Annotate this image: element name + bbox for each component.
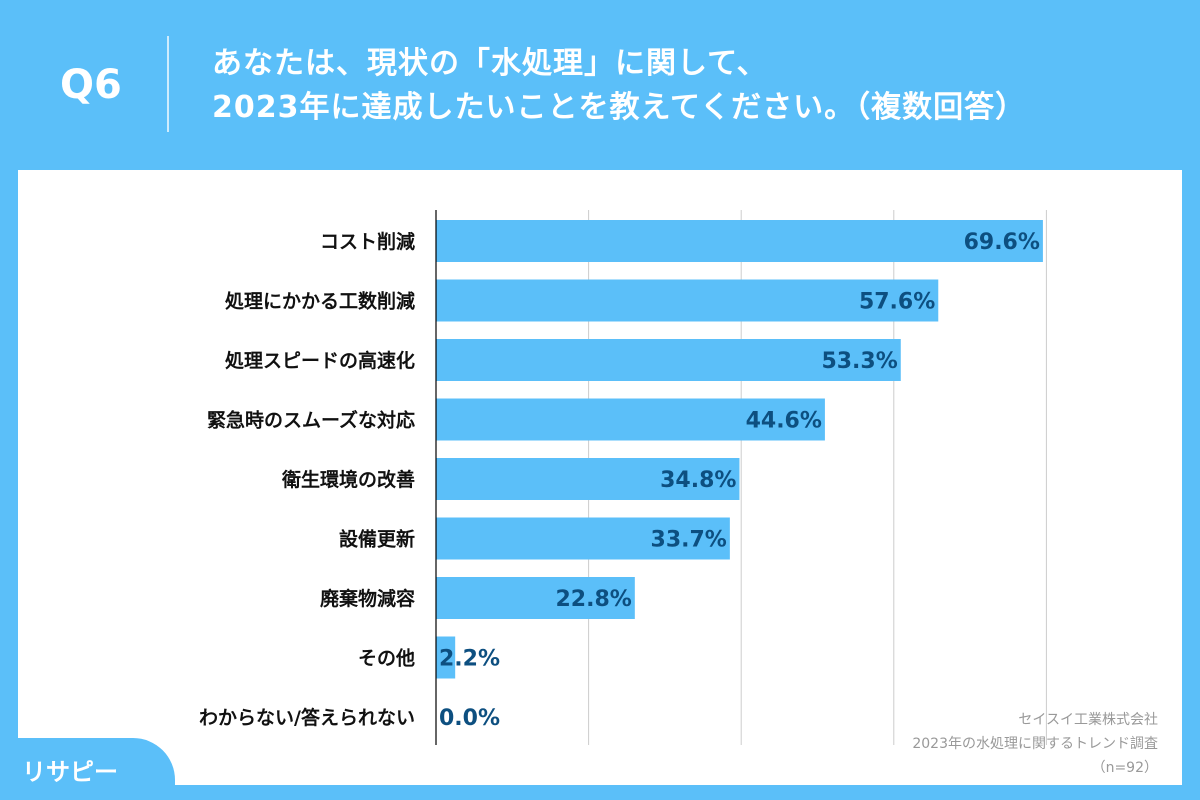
bar: [436, 220, 1043, 262]
category-label: その他: [358, 647, 415, 670]
source-survey: 2023年の水処理に関するトレンド調査: [912, 736, 1158, 752]
bar: [436, 279, 939, 322]
value-label: 57.6%: [859, 290, 935, 315]
category-label: コスト削減: [320, 230, 415, 253]
value-label: 33.7%: [651, 528, 727, 553]
logo: リサピー: [0, 738, 175, 800]
logo-text: リサピー: [22, 758, 118, 786]
source-note: セイスイ工業株式会社 2023年の水処理に関するトレンド調査 （n=92）: [912, 708, 1158, 780]
question-number: Q6: [60, 62, 122, 108]
title-line-1: あなたは、現状の「水処理」に関して、: [212, 46, 768, 81]
value-label: 44.6%: [746, 409, 822, 434]
value-label: 69.6%: [964, 230, 1040, 255]
source-company: セイスイ工業株式会社: [1018, 712, 1158, 728]
bar: [436, 517, 730, 560]
bar: [436, 577, 635, 619]
question-title: あなたは、現状の「水処理」に関して、 2023年に達成したいことを教えてください…: [212, 42, 1026, 130]
category-label: 廃棄物減容: [320, 587, 415, 610]
value-label: 34.8%: [660, 468, 736, 493]
category-label: 緊急時のスムーズな対応: [207, 409, 415, 432]
value-label: 53.3%: [821, 349, 897, 374]
category-label: わからない/答えられない: [199, 706, 415, 729]
category-label: 衛生環境の改善: [281, 468, 415, 491]
bar: [436, 339, 901, 381]
title-line-2: 2023年に達成したいことを教えてください。（複数回答）: [212, 90, 1027, 125]
category-label: 設備更新: [339, 528, 415, 551]
value-label: 2.2%: [439, 647, 500, 672]
category-label: 処理にかかる工数削減: [225, 290, 415, 313]
value-label: 22.8%: [555, 587, 631, 612]
source-sample: （n=92）: [1091, 760, 1158, 776]
bar: [436, 398, 825, 441]
header-divider: [167, 36, 169, 132]
bar: [436, 636, 456, 679]
category-label: 処理スピードの高速化: [225, 349, 415, 372]
value-label: 0.0%: [439, 706, 500, 731]
bar: [436, 458, 740, 500]
